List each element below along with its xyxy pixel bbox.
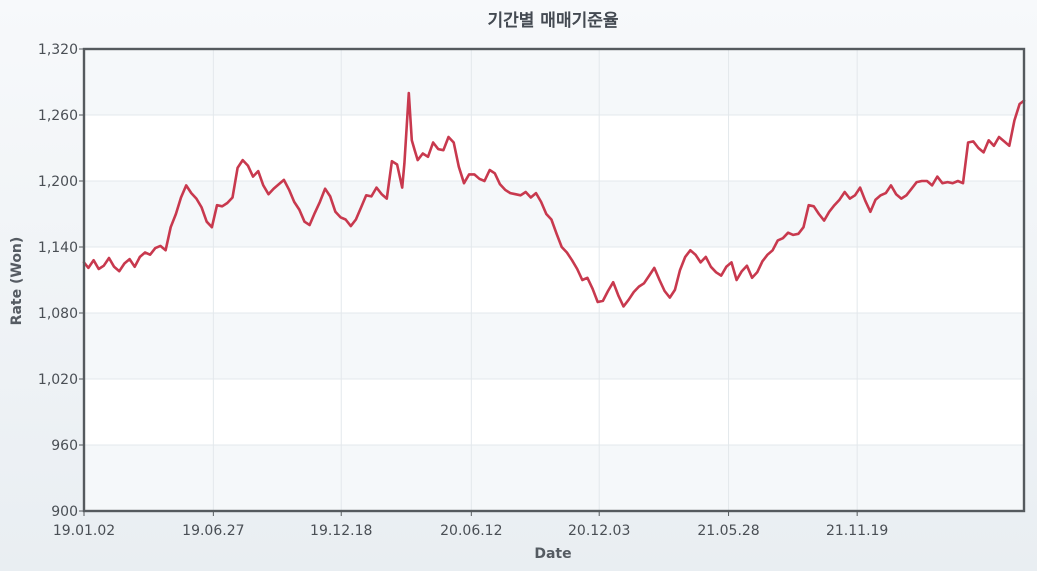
y-tick-label: 1,080 (38, 306, 78, 322)
y-tick-label: 1,260 (38, 108, 78, 124)
x-tick-label: 19.12.18 (310, 523, 372, 539)
y-tick-label: 1,200 (38, 174, 78, 190)
plot-bands (84, 49, 1024, 511)
plot-band (84, 49, 1024, 115)
y-tick-label: 1,020 (38, 372, 78, 388)
series-line-rate (82, 91, 1026, 308)
x-tick-label: 21.11.19 (826, 523, 888, 539)
x-tick-label: 21.05.28 (697, 523, 759, 539)
y-axis-title: Rate (Won) (9, 237, 25, 326)
x-tick-label: 20.06.12 (440, 523, 502, 539)
x-axis: 19.01.02 19.06.27 19.12.18 20.06.12 20.12.03… (53, 511, 888, 539)
plot-frame (82, 47, 1026, 513)
y-axis: 900 960 1,020 1,080 1,140 1,200 1,260 1,320 (38, 42, 84, 520)
chart-title: 기간별 매매기준율 (487, 11, 618, 31)
x-tick-label: 20.12.03 (568, 523, 630, 539)
x-tick-label: 19.01.02 (53, 523, 115, 539)
plot-band (84, 445, 1024, 511)
x-tick-label: 19.06.27 (182, 523, 244, 539)
y-tick-label: 1,320 (38, 42, 78, 58)
plot-band (84, 181, 1024, 247)
grid-lines (83, 48, 1024, 512)
plot-band (84, 313, 1024, 379)
y-tick-label: 1,140 (38, 240, 78, 256)
y-tick-label: 960 (51, 438, 78, 454)
x-axis-title: Date (534, 546, 571, 562)
plot-background (84, 49, 1024, 511)
y-tick-label: 900 (51, 504, 78, 520)
